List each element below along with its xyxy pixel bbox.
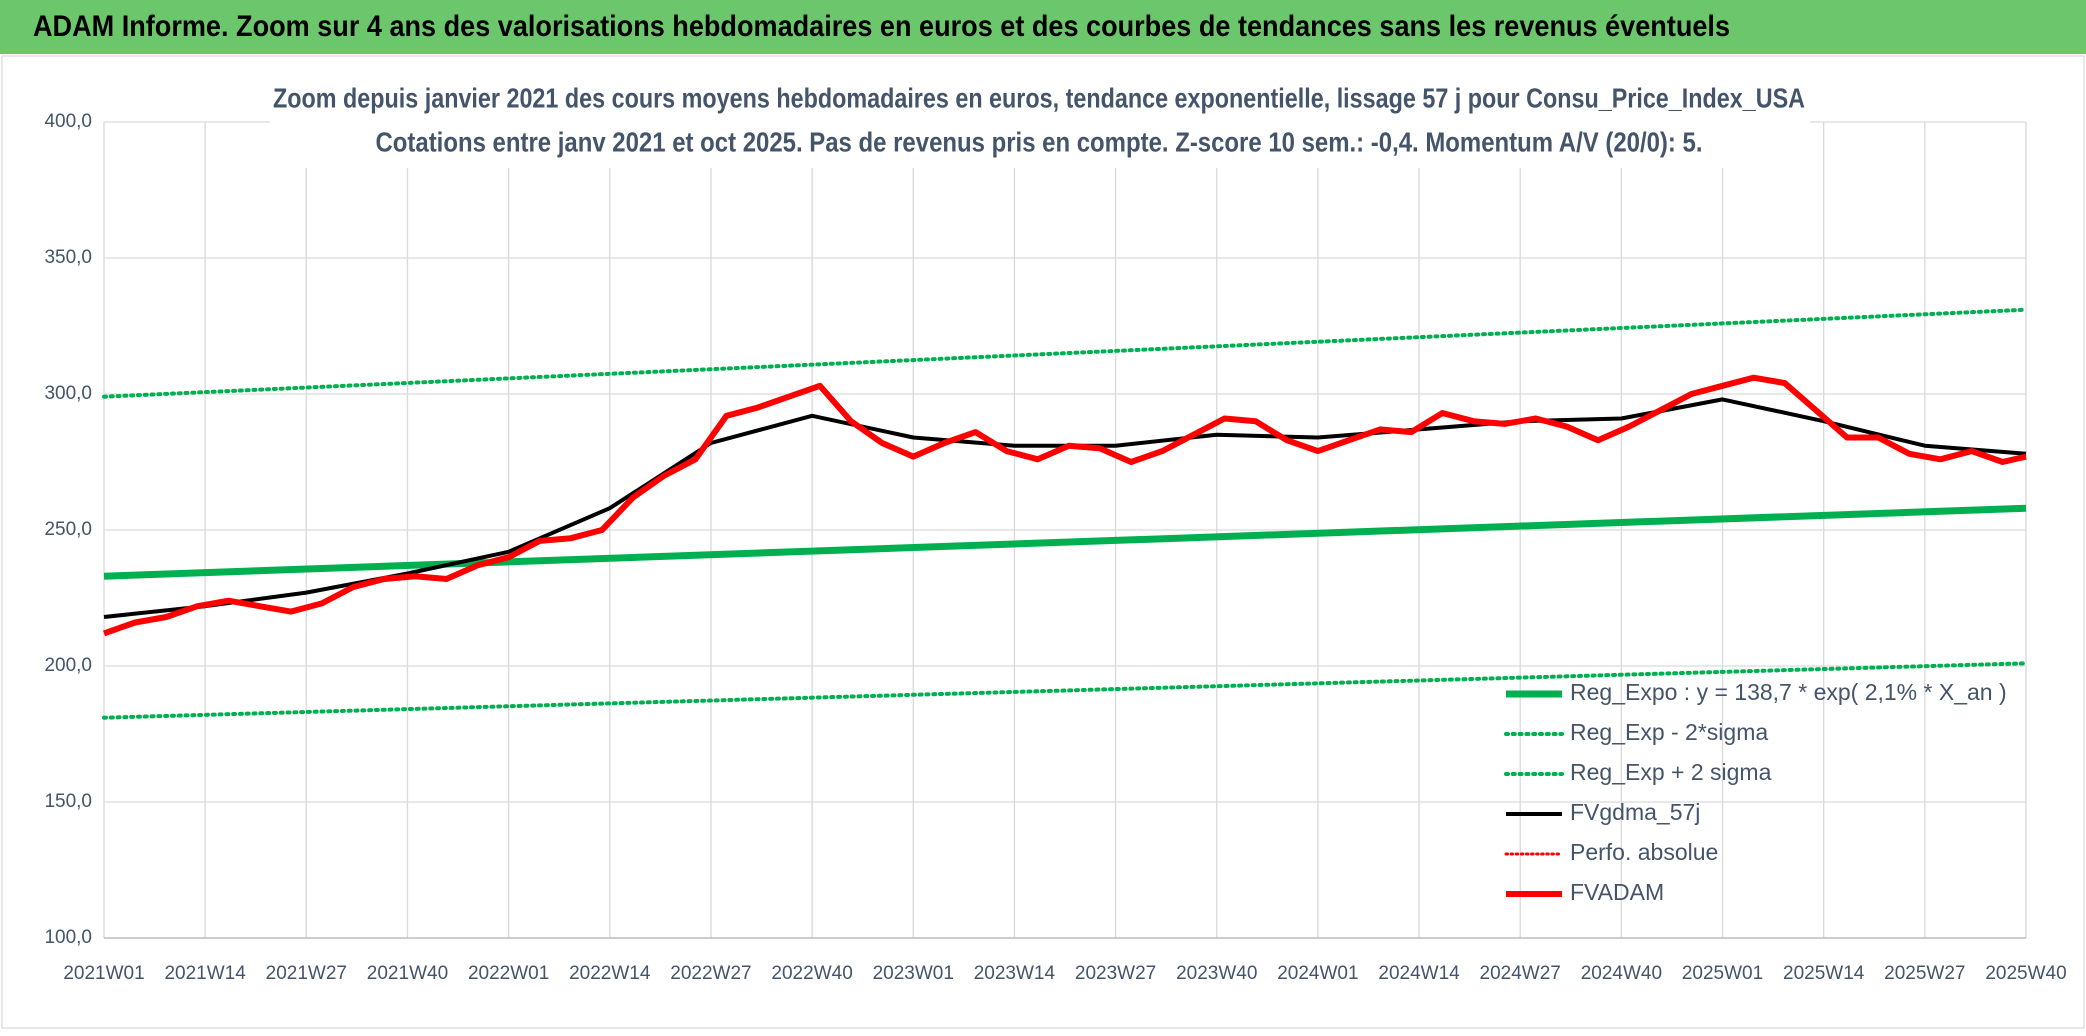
x-tick-label: 2021W14 xyxy=(164,963,246,984)
x-tick-label: 2022W40 xyxy=(771,963,852,984)
x-tick-label: 2023W40 xyxy=(1176,963,1257,984)
y-tick-label: 150,0 xyxy=(44,791,92,812)
x-tick-label: 2021W40 xyxy=(367,963,448,984)
x-tick-label: 2025W14 xyxy=(1783,963,1865,984)
x-tick-label: 2023W01 xyxy=(873,963,954,984)
y-tick-label: 200,0 xyxy=(44,655,92,676)
y-tick-label: 400,0 xyxy=(44,111,92,132)
chart-frame xyxy=(1,55,2085,1029)
chart-title: Zoom depuis janvier 2021 des cours moyen… xyxy=(273,82,1805,113)
legend-label: FVgdma_57j xyxy=(1570,799,1700,825)
legend-label: Reg_Expo : y = 138,7 * exp( 2,1% * X_an … xyxy=(1570,679,2007,705)
x-tick-label: 2025W01 xyxy=(1682,963,1763,984)
x-tick-label: 2024W14 xyxy=(1378,963,1460,984)
series-line xyxy=(103,374,2027,637)
legend-label: Reg_Exp - 2*sigma xyxy=(1570,719,1768,745)
x-tick-label: 2024W01 xyxy=(1277,963,1358,984)
plot: 100,0 150,0 200,0 250,0 300,0 350,0 400,0 2021W… xyxy=(44,111,2066,984)
y-tick-label: 100,0 xyxy=(44,927,92,948)
x-tick-label: 2024W27 xyxy=(1480,963,1561,984)
x-tick-label: 2023W27 xyxy=(1075,963,1156,984)
x-tick-label: 2025W40 xyxy=(1985,963,2066,984)
x-tick-label: 2022W01 xyxy=(468,963,549,984)
x-tick-label: 2021W01 xyxy=(63,963,144,984)
x-tick-label: 2022W27 xyxy=(670,963,751,984)
series-line xyxy=(103,504,2027,580)
x-tick-label: 2025W27 xyxy=(1884,963,1965,984)
title-backdrop xyxy=(270,80,1810,168)
series-line xyxy=(102,307,2028,399)
y-tick-label: 300,0 xyxy=(44,383,92,404)
chart-subtitle: Cotations entre janv 2021 et oct 2025. P… xyxy=(376,126,1703,157)
legend: Reg_Expo : y = 138,7 * exp( 2,1% * X_an … xyxy=(1504,679,2007,905)
series-line xyxy=(102,661,2028,720)
x-tick-label: 2021W27 xyxy=(266,963,347,984)
x-tick-label: 2024W40 xyxy=(1581,963,1662,984)
x-tick-label: 2023W14 xyxy=(974,963,1056,984)
legend-label: Perfo. absolue xyxy=(1570,839,1718,865)
legend-label: FVADAM xyxy=(1570,879,1664,905)
y-tick-label: 350,0 xyxy=(44,247,92,268)
x-tick-label: 2022W14 xyxy=(569,963,651,984)
y-tick-label: 250,0 xyxy=(44,519,92,540)
header-bar xyxy=(0,0,2086,54)
header-title: ADAM Informe. Zoom sur 4 ans des valoris… xyxy=(33,10,1730,43)
legend-label: Reg_Exp + 2 sigma xyxy=(1570,759,1772,785)
series-line xyxy=(103,397,2027,619)
